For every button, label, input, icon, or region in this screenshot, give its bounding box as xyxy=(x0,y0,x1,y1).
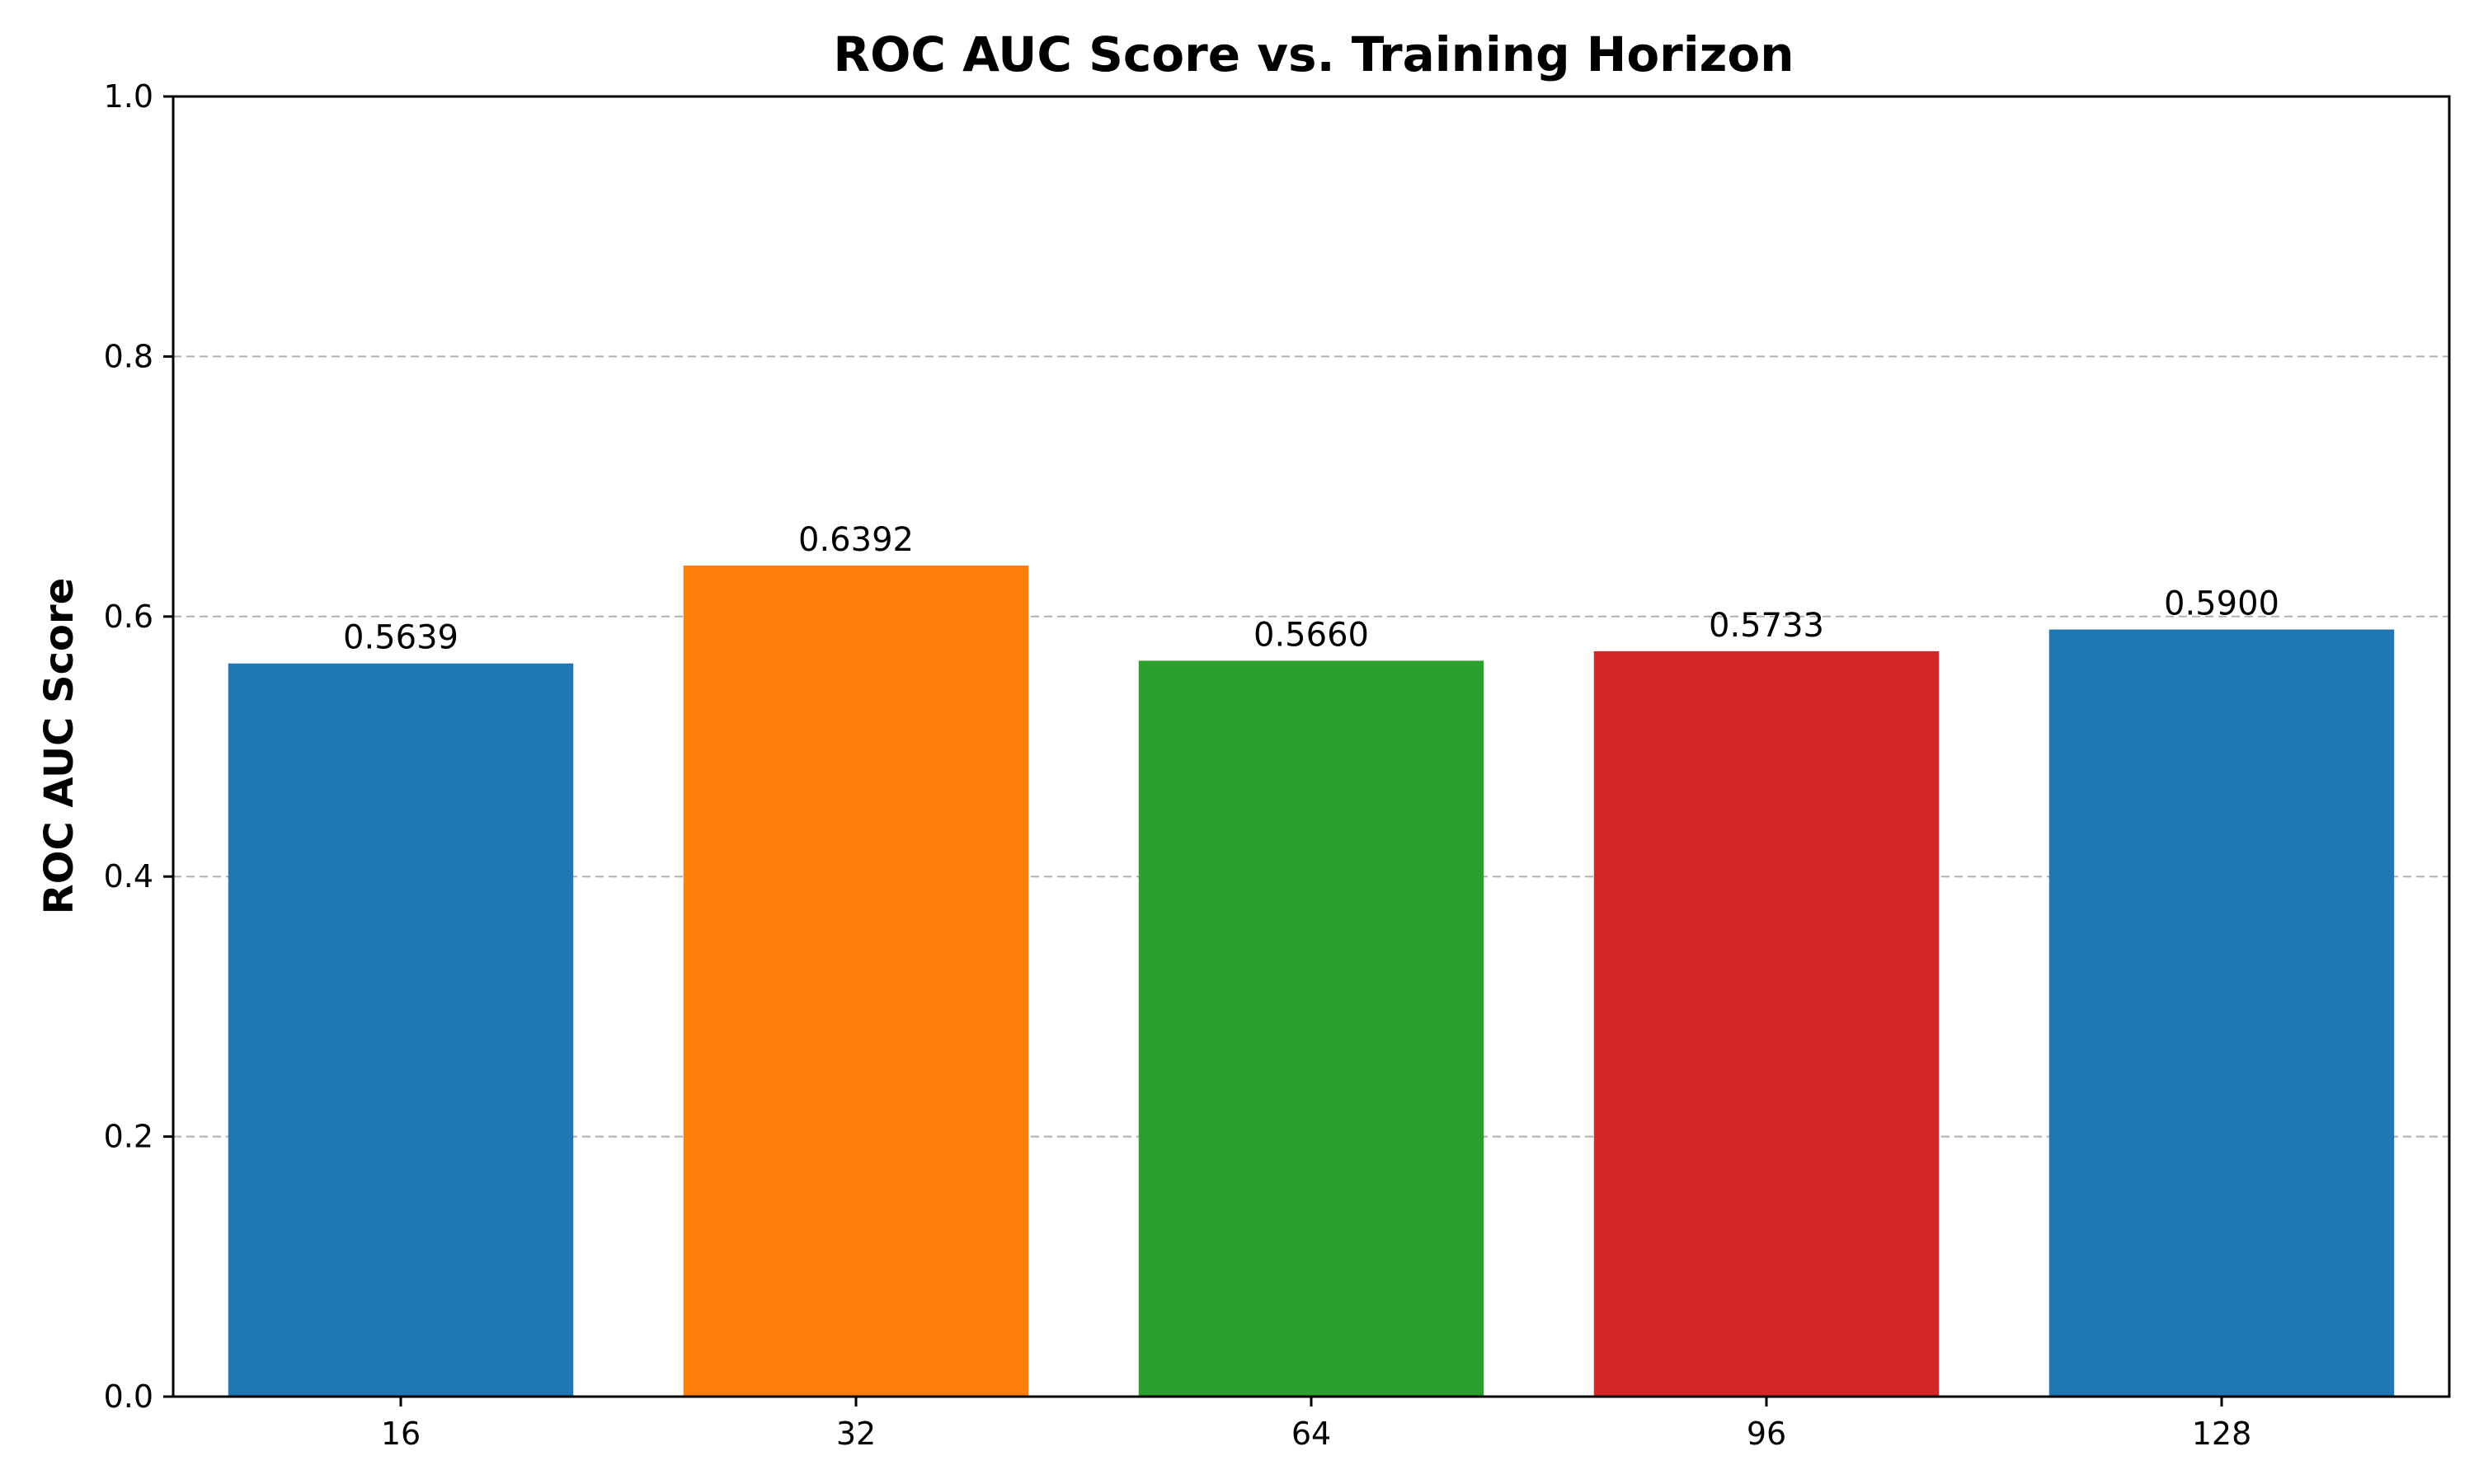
x-tick-label-16: 16 xyxy=(381,1416,421,1452)
y-axis-ticks: 0.0 0.2 0.4 0.6 0.8 1.0 xyxy=(104,78,173,1415)
bar-value-label-32: 0.6392 xyxy=(798,521,914,559)
y-tick-label: 0.6 xyxy=(104,599,153,635)
bar-value-labels: 0.5639 0.6392 0.5660 0.5733 0.5900 xyxy=(343,521,2279,657)
x-tick-label-128: 128 xyxy=(2192,1416,2252,1452)
x-tick-label-96: 96 xyxy=(1747,1416,1786,1452)
y-axis-label: ROC AUC Score xyxy=(36,578,82,915)
bar-32 xyxy=(683,565,1029,1397)
y-tick-label: 0.0 xyxy=(104,1378,153,1415)
bar-96 xyxy=(1593,650,1940,1397)
bar-128 xyxy=(2048,629,2395,1397)
bar-value-label-16: 0.5639 xyxy=(343,619,459,657)
y-tick-label: 1.0 xyxy=(104,78,153,115)
y-tick-label: 0.4 xyxy=(104,858,153,895)
axes-frame xyxy=(172,95,2451,1398)
bars xyxy=(228,565,2395,1397)
bar-value-label-96: 0.5733 xyxy=(1709,607,1824,645)
chart-title: ROC AUC Score vs. Training Horizon xyxy=(833,26,1794,82)
bar-16 xyxy=(228,663,574,1397)
y-tick-label: 0.8 xyxy=(104,338,153,374)
x-axis-ticks: 16 32 64 96 128 xyxy=(381,1397,2251,1452)
y-tick-label: 0.2 xyxy=(104,1119,153,1155)
bar-value-label-128: 0.5900 xyxy=(2164,585,2279,623)
bar-64 xyxy=(1138,660,1484,1397)
x-tick-label-32: 32 xyxy=(836,1416,876,1452)
x-tick-label-64: 64 xyxy=(1291,1416,1331,1452)
bar-value-label-64: 0.5660 xyxy=(1253,616,1369,654)
